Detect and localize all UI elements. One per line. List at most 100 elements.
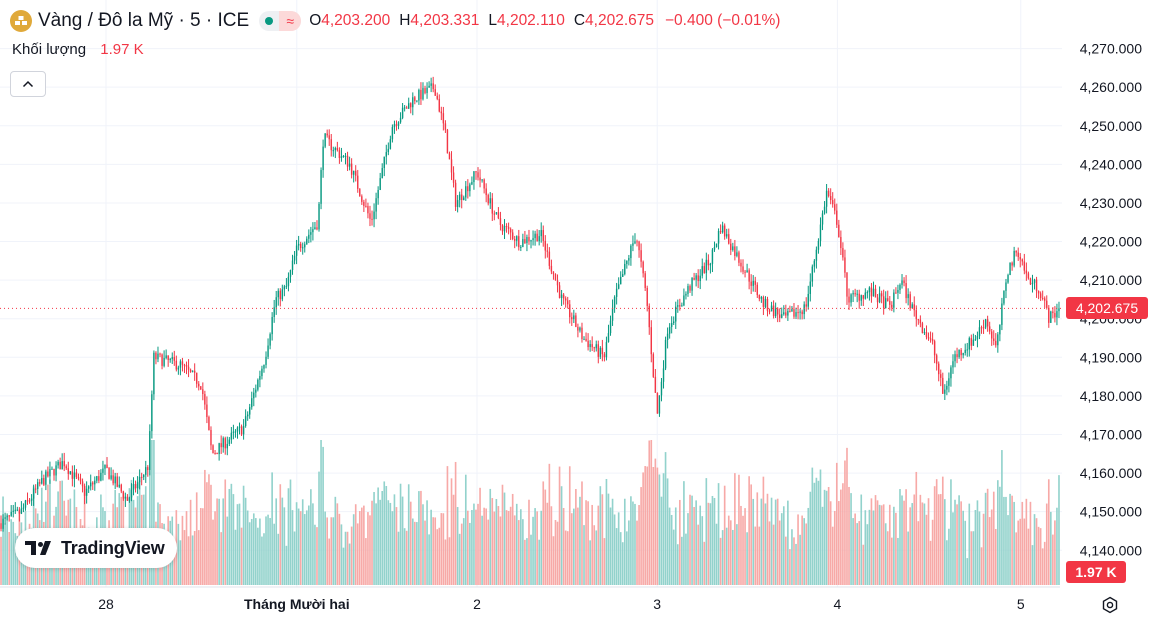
- candle-body: [138, 476, 141, 483]
- candle-body: [990, 331, 993, 339]
- volume-bar: [566, 531, 569, 585]
- volume-bar: [964, 520, 967, 585]
- candle-body: [577, 326, 579, 331]
- candle-body: [746, 270, 748, 273]
- volume-bar: [471, 509, 473, 585]
- volume-bar: [821, 506, 824, 585]
- candle-body: [668, 326, 671, 334]
- volume-bar: [931, 519, 934, 585]
- candle-body: [984, 319, 987, 328]
- volume-bar: [407, 484, 410, 585]
- volume-bar: [862, 544, 865, 585]
- volume-bar: [460, 523, 463, 585]
- volume-bar: [927, 498, 930, 585]
- collapse-legend-button[interactable]: [10, 71, 46, 97]
- candle-body: [756, 284, 759, 296]
- volume-bar: [856, 523, 858, 585]
- candle-body: [630, 245, 632, 259]
- market-open-dot-icon: [259, 11, 279, 31]
- candle-body: [797, 312, 799, 314]
- volume-bar: [210, 484, 212, 585]
- candle-body: [393, 124, 396, 128]
- tradingview-logo[interactable]: TradingView: [15, 528, 177, 568]
- volume-bar: [414, 521, 416, 585]
- symbol-title[interactable]: Vàng / Đô la Mỹ · 5 · ICE: [38, 10, 250, 31]
- volume-bar: [954, 499, 956, 585]
- volume-bar: [921, 502, 924, 585]
- volume-bar: [1033, 514, 1036, 585]
- volume-bar: [202, 508, 204, 585]
- candle-body: [499, 218, 502, 225]
- volume-bar: [884, 523, 887, 585]
- candle-body: [267, 345, 269, 357]
- volume-bar: [768, 521, 771, 585]
- candle-body: [424, 88, 426, 94]
- price-tick-label: 4,140.000: [1080, 542, 1142, 558]
- volume-bar: [725, 527, 728, 585]
- candle-body: [972, 339, 975, 346]
- volume-bar: [218, 498, 220, 585]
- chart-settings-button[interactable]: [1099, 594, 1121, 616]
- candle-body: [12, 510, 14, 512]
- candle-body: [685, 293, 687, 296]
- volume-bar: [872, 510, 875, 585]
- candle-body: [654, 376, 657, 393]
- volume-bar: [544, 489, 547, 585]
- volume-bar: [483, 507, 485, 585]
- candle-body: [365, 205, 367, 207]
- candle-body: [387, 148, 390, 153]
- volume-bar: [729, 520, 732, 585]
- candle-body: [8, 515, 10, 517]
- volume-bar: [583, 525, 585, 585]
- candle-body: [542, 230, 544, 241]
- candle-body: [132, 484, 135, 490]
- volume-bar: [933, 486, 936, 585]
- candle-body: [114, 476, 116, 484]
- volume-bar: [691, 495, 693, 585]
- market-status-pill[interactable]: ≈: [259, 11, 302, 31]
- last-price-label: 4,202.675: [1066, 297, 1148, 320]
- ohlc-low: L4,202.110: [488, 12, 565, 29]
- candle-body: [758, 295, 761, 299]
- candle-body: [422, 88, 424, 100]
- candle-body: [67, 468, 70, 474]
- volume-bar: [831, 526, 834, 585]
- candle-body: [102, 468, 104, 473]
- volume-bar: [263, 533, 265, 585]
- candle-body: [165, 355, 167, 358]
- candle-body: [147, 467, 149, 470]
- candle-body: [344, 155, 347, 157]
- candle-body: [202, 389, 204, 395]
- volume-legend[interactable]: Khối lượng 1.97 K: [12, 41, 144, 58]
- candle-body: [279, 290, 282, 300]
- candle-body: [16, 509, 19, 511]
- candle-body: [670, 323, 673, 327]
- volume-bar: [149, 440, 151, 585]
- candle-body: [4, 517, 6, 519]
- candle-body: [605, 342, 608, 358]
- candle-body: [815, 249, 818, 261]
- volume-bar: [212, 519, 214, 585]
- candle-body: [454, 182, 457, 207]
- volume-bar: [383, 481, 386, 585]
- price-tick-label: 4,210.000: [1080, 272, 1142, 288]
- volume-bar: [917, 521, 920, 585]
- candle-body: [725, 234, 728, 237]
- candle-body: [436, 95, 438, 99]
- volume-bar: [365, 538, 367, 585]
- candle-body: [98, 476, 100, 481]
- candle-body: [848, 296, 850, 303]
- candle-body: [636, 241, 638, 243]
- candle-body: [662, 368, 665, 382]
- volume-bar: [275, 498, 278, 585]
- candle-body: [477, 172, 479, 178]
- candle-body: [41, 478, 43, 484]
- volume-bar: [473, 503, 475, 585]
- volume-bar: [257, 527, 259, 585]
- volume-bar: [293, 531, 296, 585]
- candle-body: [597, 344, 600, 357]
- volume-bar: [670, 514, 673, 585]
- volume-bar: [835, 462, 838, 585]
- candle-body: [1005, 282, 1007, 291]
